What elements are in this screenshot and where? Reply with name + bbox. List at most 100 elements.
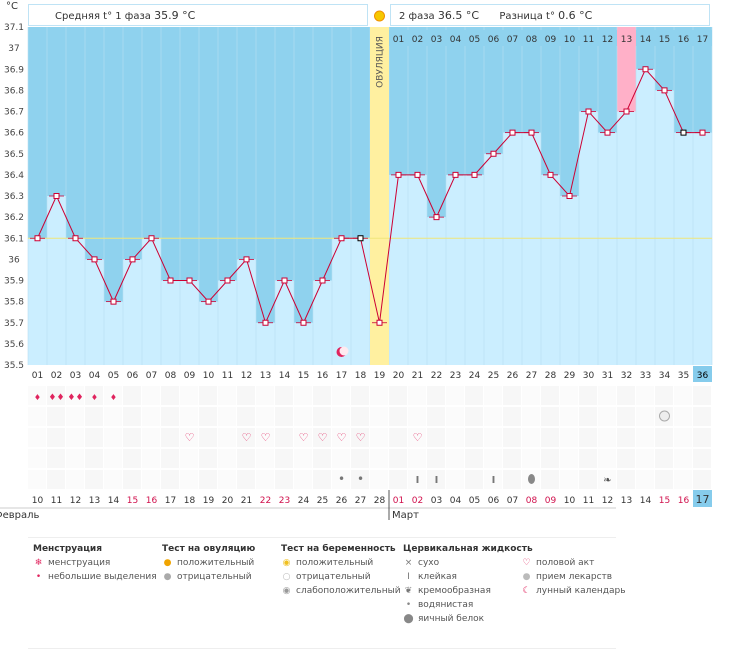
legend-ovtest-positive: ● положительный bbox=[163, 558, 255, 568]
intercourse-heart-icon: ♡ bbox=[242, 431, 252, 444]
intercourse-heart-icon: ♡ bbox=[337, 431, 347, 444]
temperature-point-24 bbox=[471, 171, 478, 178]
temperature-column-4 bbox=[85, 259, 104, 365]
cycle-day-06: 06 bbox=[127, 371, 139, 381]
cycle-day-09: 09 bbox=[184, 371, 196, 381]
marker-cell bbox=[636, 428, 654, 447]
top-day-02: 02 bbox=[412, 35, 423, 45]
temperature-column-20 bbox=[389, 174, 408, 365]
intercourse-heart-icon: ♡ bbox=[299, 431, 309, 444]
marker-cell bbox=[617, 407, 635, 426]
marker-cell bbox=[636, 470, 654, 489]
legend: Менструация ❄ менструация • небольшие выде… bbox=[0, 537, 749, 649]
cycle-day-15: 15 bbox=[298, 371, 309, 381]
y-tick-label: 36.8 bbox=[4, 86, 24, 96]
top-day-17: 17 bbox=[697, 35, 708, 45]
cycle-day-02: 02 bbox=[51, 371, 62, 381]
marker-cell bbox=[332, 470, 350, 489]
date-14: 14 bbox=[108, 496, 120, 506]
marker-cell bbox=[674, 386, 692, 405]
menstruation-light-icon: ♦ bbox=[34, 393, 41, 402]
top-day-07: 07 bbox=[507, 35, 518, 45]
temperature-column-22 bbox=[427, 217, 446, 365]
marker-cell bbox=[408, 407, 426, 426]
marker-cell bbox=[47, 407, 65, 426]
marker-cell bbox=[598, 470, 616, 489]
marker-cell bbox=[484, 407, 502, 426]
intercourse-heart-icon: ♡ bbox=[413, 431, 423, 444]
date-21: 21 bbox=[241, 496, 252, 506]
marker-cell bbox=[484, 386, 502, 405]
marker-cell bbox=[389, 428, 407, 447]
marker-cell bbox=[104, 428, 122, 447]
temperature-column-21 bbox=[408, 174, 427, 365]
marker-cell bbox=[484, 428, 502, 447]
temperature-column-11 bbox=[218, 280, 237, 365]
creamy-icon: ❦ bbox=[404, 586, 413, 596]
y-axis-unit: °C bbox=[6, 1, 18, 12]
drop-double-icon: ❄ bbox=[34, 558, 43, 568]
marker-cell bbox=[218, 386, 236, 405]
y-tick-label: 36.7 bbox=[4, 108, 24, 118]
marker-cell bbox=[693, 428, 711, 447]
marker-cell bbox=[389, 386, 407, 405]
cycle-day-08: 08 bbox=[165, 371, 177, 381]
marker-cell bbox=[180, 407, 198, 426]
temperature-point-9 bbox=[186, 277, 193, 284]
intercourse-heart-icon: ♡ bbox=[261, 431, 271, 444]
date-08: 08 bbox=[526, 496, 538, 506]
marker-cell bbox=[693, 449, 711, 468]
marker-cell bbox=[541, 407, 559, 426]
marker-cell bbox=[294, 386, 312, 405]
top-day-04: 04 bbox=[450, 35, 462, 45]
marker-cell bbox=[408, 470, 426, 489]
marker-cell bbox=[47, 470, 65, 489]
temperature-column-34 bbox=[655, 90, 674, 365]
marker-cell bbox=[579, 470, 597, 489]
temperature-column-36 bbox=[693, 132, 712, 365]
highlight-column bbox=[617, 27, 636, 112]
cycle-day-11: 11 bbox=[222, 371, 233, 381]
marker-cell bbox=[275, 470, 293, 489]
cycle-day-24: 24 bbox=[469, 371, 481, 381]
date-10: 10 bbox=[32, 496, 44, 506]
intercourse-heart-icon: ♡ bbox=[318, 431, 328, 444]
top-day-highlight bbox=[617, 30, 636, 46]
marker-cell bbox=[503, 428, 521, 447]
marker-cell bbox=[104, 449, 122, 468]
date-10: 10 bbox=[564, 496, 576, 506]
temperature-point-21 bbox=[414, 171, 421, 178]
marker-cell bbox=[256, 386, 274, 405]
temperature-point-20 bbox=[395, 171, 402, 178]
diff-value: 0.6 °C bbox=[558, 9, 593, 22]
marker-cell bbox=[674, 470, 692, 489]
marker-cell bbox=[199, 407, 217, 426]
pill-icon: ● bbox=[522, 572, 531, 582]
date-16: 16 bbox=[678, 496, 690, 506]
cycle-day-16: 16 bbox=[317, 371, 329, 381]
marker-cell bbox=[484, 449, 502, 468]
temperature-column-3 bbox=[66, 238, 85, 365]
marker-cell bbox=[693, 470, 711, 489]
marker-cell bbox=[275, 428, 293, 447]
pregnancy-test-negative-icon bbox=[659, 410, 670, 422]
menstruation-light-icon: ♦ bbox=[110, 393, 117, 402]
date-07: 07 bbox=[507, 496, 518, 506]
marker-cell bbox=[28, 449, 46, 468]
date-09: 09 bbox=[545, 496, 557, 506]
legend-pregtest-negative: ○ отрицательный bbox=[282, 572, 371, 582]
temperature-point-7 bbox=[148, 235, 155, 242]
date-17: 17 bbox=[696, 493, 710, 506]
y-tick-label: 36 bbox=[8, 255, 20, 265]
marker-cell bbox=[85, 407, 103, 426]
test-weak-icon: ◉ bbox=[282, 586, 291, 596]
marker-cell bbox=[579, 386, 597, 405]
y-tick-label: 36.1 bbox=[4, 234, 24, 244]
intercourse-heart-icon: ♡ bbox=[356, 431, 366, 444]
marker-cell bbox=[351, 470, 369, 489]
marker-cell bbox=[522, 449, 540, 468]
marker-cell bbox=[560, 407, 578, 426]
cycle-day-27: 27 bbox=[526, 371, 537, 381]
marker-cell bbox=[617, 470, 635, 489]
temperature-point-2 bbox=[53, 193, 60, 199]
